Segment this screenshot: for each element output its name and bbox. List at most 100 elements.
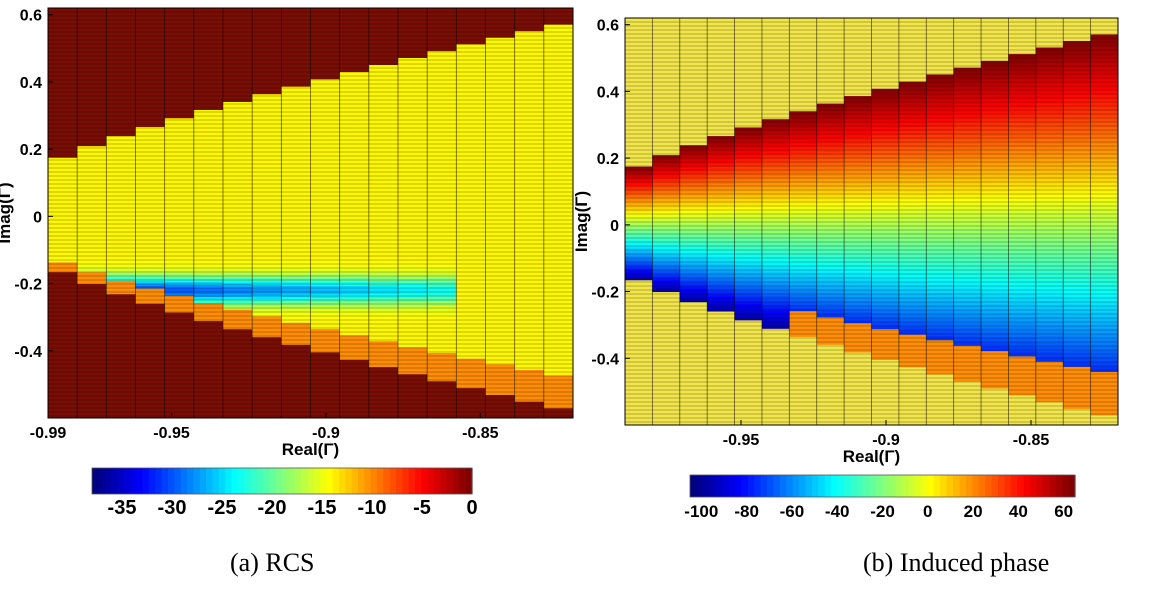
colorbar-segment	[786, 475, 794, 497]
heatmap-cell	[48, 234, 78, 237]
heatmap-cell	[1063, 114, 1092, 121]
heatmap-cell	[193, 308, 224, 313]
heatmap-cell	[679, 181, 708, 184]
heatmap-cell	[48, 200, 78, 203]
heatmap-cell	[339, 265, 370, 270]
colorbar-segment	[1036, 475, 1044, 497]
heatmap-cell	[679, 212, 708, 215]
heatmap-cell	[514, 36, 545, 43]
heatmap-cell	[926, 279, 955, 285]
heatmap-cell	[106, 239, 137, 243]
heatmap-cell	[164, 248, 195, 252]
heatmap-cell	[485, 195, 516, 202]
heatmap-cell	[953, 116, 982, 122]
heatmap-cell	[871, 154, 900, 159]
heatmap-cell	[310, 332, 341, 337]
heatmap-cell	[106, 136, 137, 139]
heatmap-cell	[625, 179, 653, 182]
heatmap-cell	[543, 347, 573, 354]
heatmap-cell	[789, 333, 818, 337]
heatmap-cell	[926, 194, 955, 200]
heatmap-cell	[310, 235, 341, 240]
heatmap-cell	[1035, 62, 1064, 69]
heatmap-cell	[485, 180, 516, 186]
colorbar-segment	[908, 475, 916, 497]
heatmap-cell	[1063, 329, 1092, 336]
heatmap-cell	[816, 265, 845, 270]
heatmap-cell	[981, 60, 1010, 66]
heatmap-cell	[816, 113, 845, 118]
heatmap-cell	[48, 265, 78, 268]
heatmap-cell	[625, 265, 653, 268]
heatmap-cell	[164, 132, 195, 136]
heatmap-cell	[164, 187, 195, 191]
heatmap-cell	[679, 299, 708, 303]
heatmap-cell	[485, 154, 516, 161]
heatmap-cell	[789, 178, 818, 183]
heatmap-cell	[789, 111, 818, 115]
heatmap-cell	[679, 234, 708, 238]
heatmap-cell	[1008, 209, 1037, 216]
colorbar-tick-label: 0	[466, 497, 477, 519]
heatmap-cell	[789, 159, 818, 164]
heatmap-cell	[1008, 132, 1037, 138]
heatmap-cell	[339, 80, 370, 85]
heatmap-cell	[252, 243, 282, 248]
heatmap-cell	[761, 268, 790, 273]
colorbar-segment	[313, 468, 321, 494]
heatmap-cell	[223, 124, 253, 129]
heatmap-cell	[816, 327, 845, 332]
heatmap-cell	[339, 326, 370, 332]
colorbar-segment	[953, 475, 961, 497]
heatmap-cell	[1063, 161, 1092, 168]
heatmap-cell	[707, 198, 736, 202]
heatmap-cell	[252, 260, 282, 265]
heatmap-cell	[1035, 219, 1064, 226]
heatmap-cell	[106, 280, 137, 284]
heatmap-cell	[761, 235, 790, 240]
heatmap-cell	[625, 197, 653, 200]
heatmap-cell	[514, 147, 545, 154]
heatmap-cell	[898, 285, 927, 290]
heatmap-cell	[761, 310, 790, 314]
heatmap-cell	[77, 177, 107, 180]
heatmap-cell	[679, 295, 708, 298]
heatmap-cell	[398, 319, 428, 325]
heatmap-cell	[844, 143, 873, 148]
heatmap-cell	[368, 202, 399, 208]
heatmap-cell	[981, 308, 1010, 314]
heatmap-cell	[898, 232, 927, 237]
heatmap-cell	[310, 90, 341, 96]
colorbar-segment	[722, 475, 730, 497]
heatmap-cell	[625, 254, 653, 257]
heatmap-cell	[368, 86, 399, 92]
heatmap-cell	[898, 130, 927, 135]
caption-rcs: (a) RCS	[230, 548, 315, 577]
heatmap-cell	[164, 129, 195, 133]
heatmap-cell	[734, 171, 763, 175]
colorbar-segment	[760, 475, 768, 497]
heatmap-cell	[368, 224, 399, 230]
heatmap-cell	[1090, 273, 1118, 280]
heatmap-cell	[456, 83, 487, 89]
heatmap-cell	[679, 297, 708, 300]
heatmap-cell	[77, 161, 107, 165]
heatmap-cell	[543, 183, 573, 190]
heatmap-cell	[816, 227, 845, 232]
heatmap-cell	[953, 264, 982, 270]
heatmap-cell	[368, 310, 399, 316]
heatmap-cell	[223, 205, 253, 210]
heatmap-cell	[543, 364, 573, 371]
heatmap-cell	[48, 174, 78, 177]
heatmap-cell	[543, 112, 573, 119]
heatmap-cell	[679, 214, 708, 218]
heatmap-cell	[789, 233, 818, 238]
heatmap-cell	[734, 317, 763, 321]
colorbar-segment	[275, 468, 283, 494]
heatmap-cell	[789, 198, 818, 202]
heatmap-cell	[398, 342, 428, 348]
heatmap-cell	[456, 206, 487, 212]
colorbar-segment	[824, 475, 832, 497]
heatmap-cell	[1090, 333, 1118, 340]
heatmap-cell	[761, 214, 790, 219]
